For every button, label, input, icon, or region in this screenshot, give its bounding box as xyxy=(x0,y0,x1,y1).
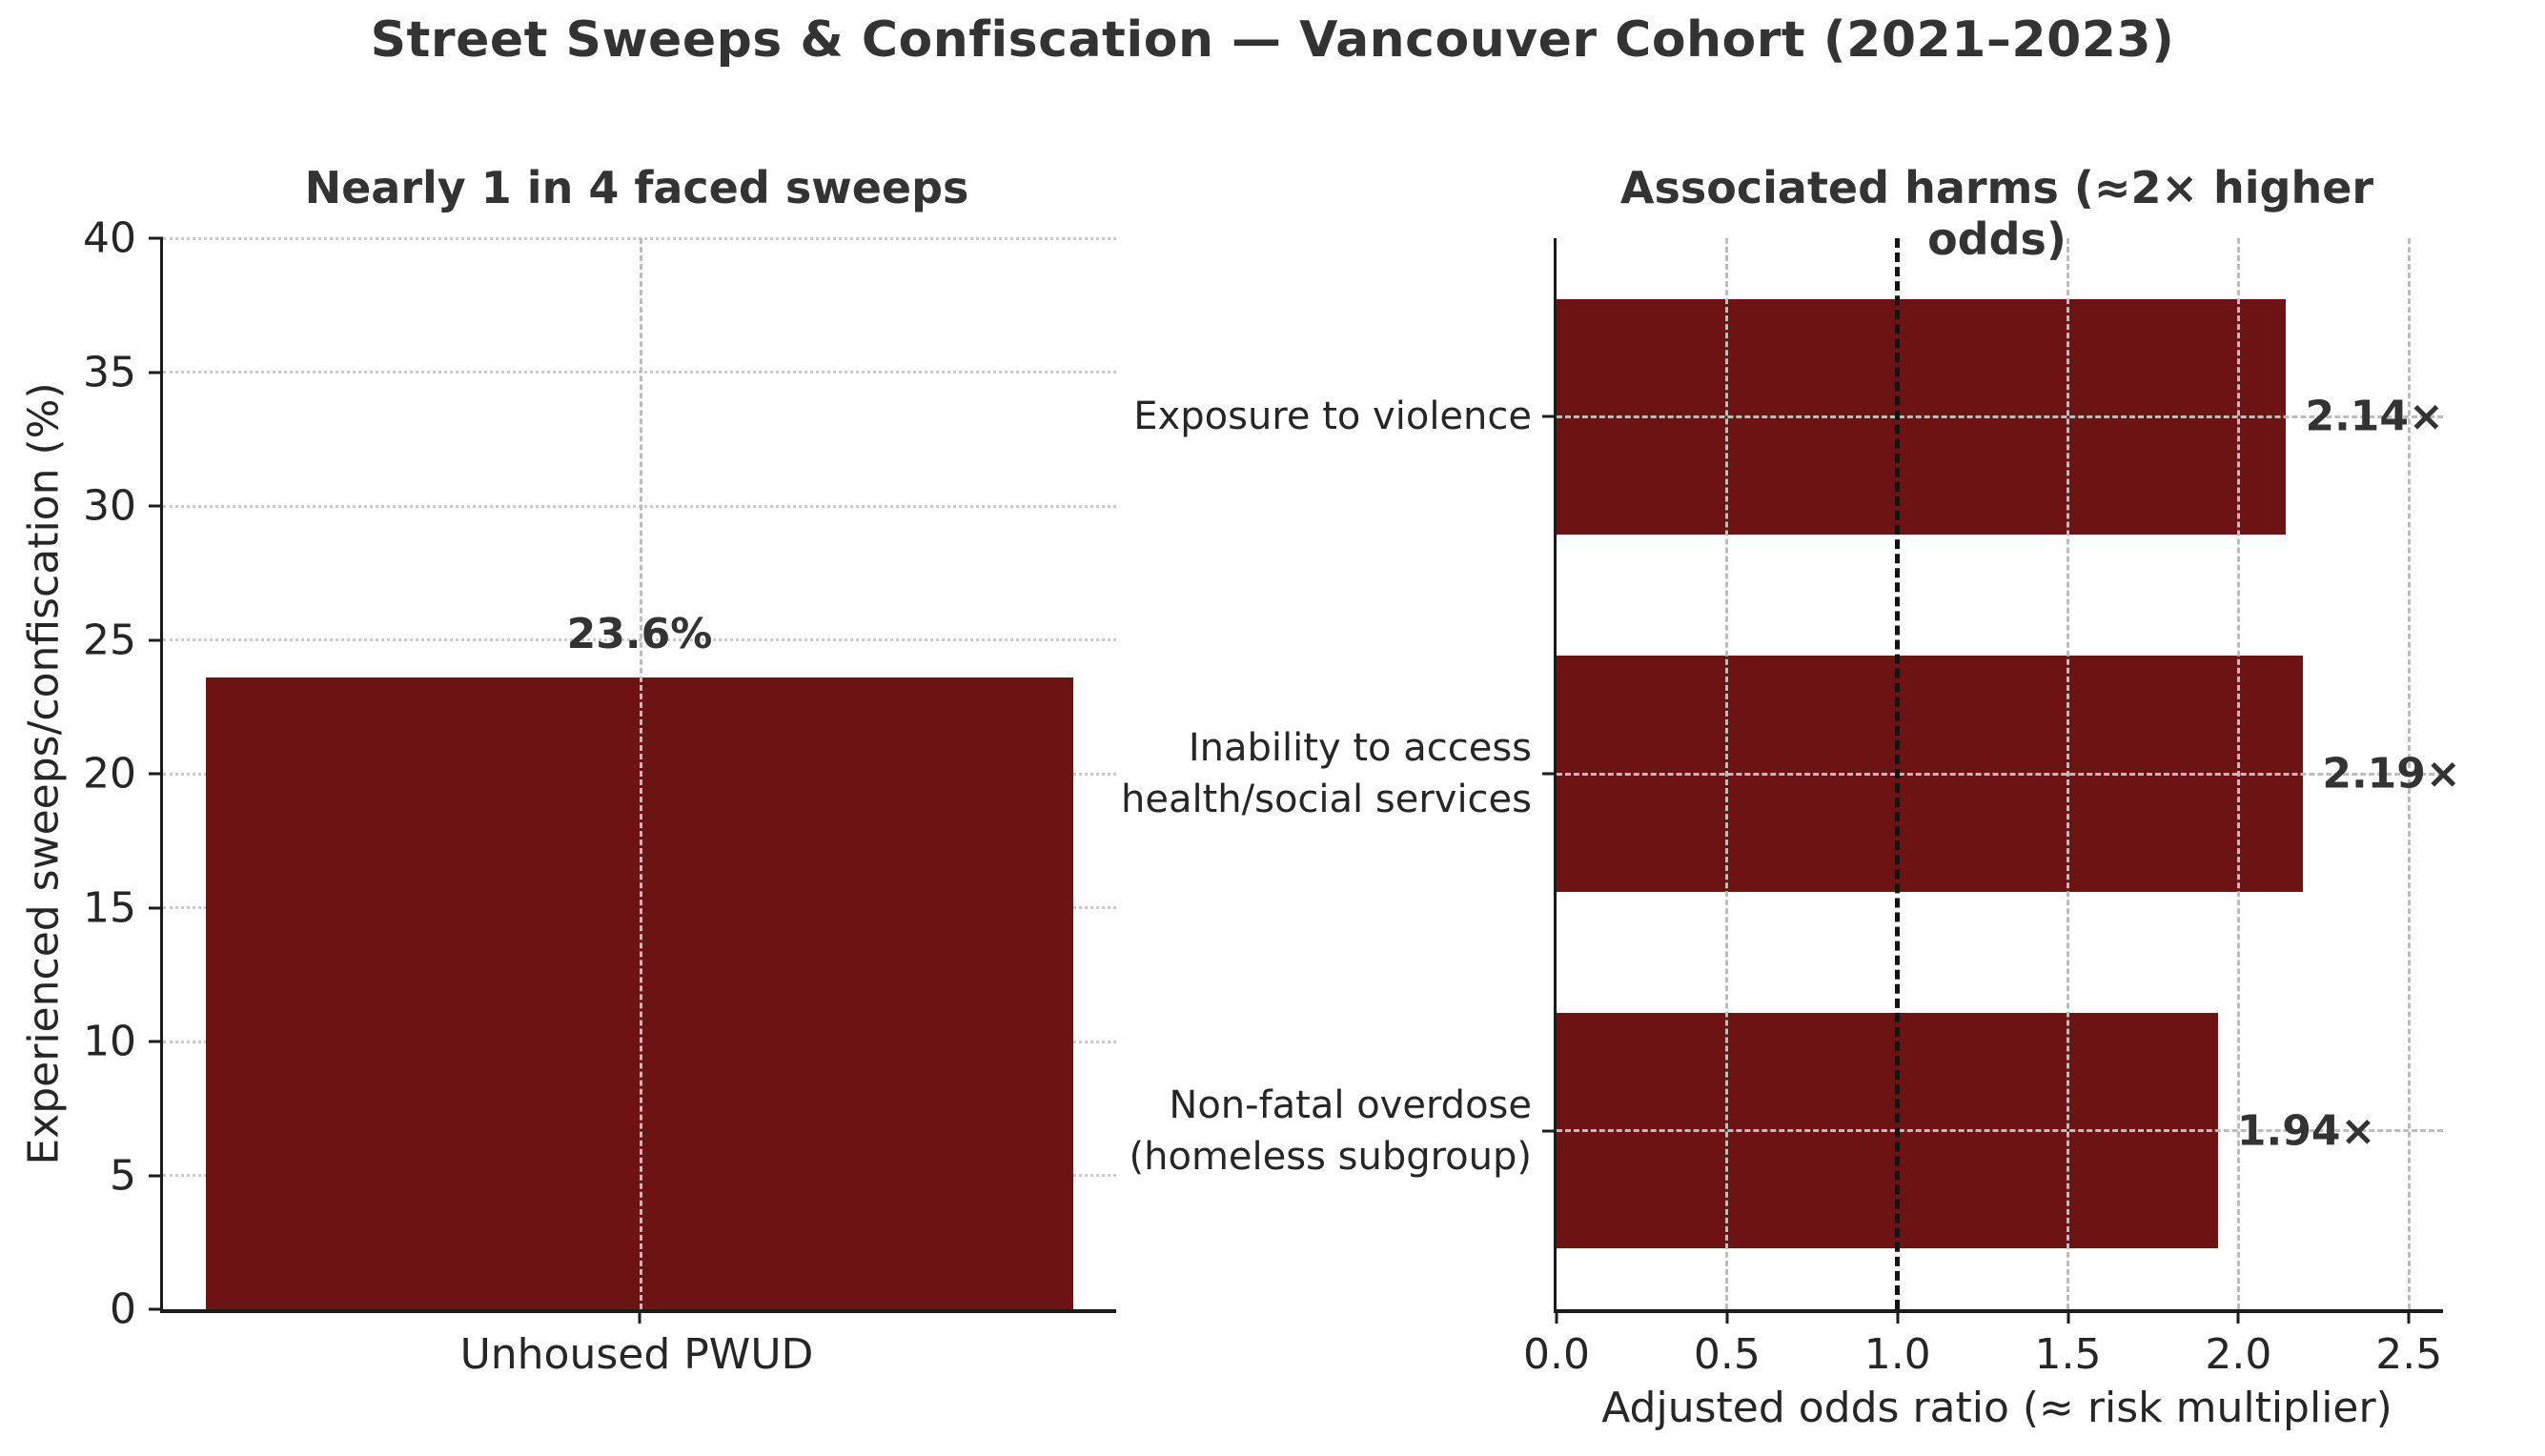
left-chart-title: Nearly 1 in 4 faced sweeps xyxy=(304,162,969,213)
right-category-label: Inability to access health/social service… xyxy=(1121,726,1532,821)
right-x-tick xyxy=(1896,1309,1900,1324)
left-y-tick-label: 25 xyxy=(83,616,136,664)
right-category-gridline xyxy=(1557,415,2443,418)
left-y-tick xyxy=(149,504,163,508)
right-y-tick xyxy=(1542,415,1557,418)
left-y-tick-label: 5 xyxy=(110,1151,136,1200)
left-y-tick xyxy=(149,906,163,909)
left-bar-value-label: 23.6% xyxy=(566,609,713,658)
left-y-axis-label: Experienced sweeps/confiscation (%) xyxy=(19,382,69,1165)
right-chart-title: Associated harms (≈2× higher odds) xyxy=(1619,162,2374,265)
right-y-tick xyxy=(1542,1129,1557,1133)
left-x-tick xyxy=(638,1309,641,1324)
right-category-label: Exposure to violence xyxy=(1133,394,1532,439)
right-x-tick-label: 1.0 xyxy=(1863,1330,1931,1379)
left-y-tick xyxy=(149,371,163,374)
left-y-tick xyxy=(149,1040,163,1043)
left-y-tick xyxy=(149,638,163,641)
right-bar-value-label: 2.19× xyxy=(2322,749,2461,799)
left-y-tick xyxy=(149,772,163,776)
figure-title: Street Sweeps & Confiscation — Vancouver… xyxy=(370,11,2175,69)
right-x-tick xyxy=(2236,1309,2240,1324)
right-y-tick xyxy=(1542,772,1557,776)
left-y-tick-label: 20 xyxy=(83,749,136,799)
right-x-tick-label: 2.5 xyxy=(2375,1330,2443,1379)
left-plot-area: 0 5 10 15 20 25 30 35 40 23.6% xyxy=(83,214,1116,1334)
right-x-tick-label: 1.5 xyxy=(2034,1330,2102,1379)
right-x-tick xyxy=(1725,1309,1729,1324)
right-x-tick-label: 2.0 xyxy=(2205,1330,2272,1379)
right-bar-value-label: 1.94× xyxy=(2236,1106,2376,1156)
right-category-gridline xyxy=(1557,772,2443,776)
left-x-tick-label: Unhoused PWUD xyxy=(459,1330,814,1379)
right-plot-area: 0.0 0.5 1.0 1.5 2.0 2.5 2.14× Exposure to viole… xyxy=(1121,238,2461,1379)
left-y-tick-label: 30 xyxy=(83,481,136,531)
left-category-gridline xyxy=(640,238,642,1309)
reference-line-odds-1 xyxy=(1895,238,1901,1309)
right-x-tick xyxy=(2407,1309,2411,1324)
right-x-tick-label: 0.5 xyxy=(1693,1330,1761,1379)
left-y-tick xyxy=(149,1307,163,1311)
right-category-gridline xyxy=(1557,1129,2443,1133)
left-y-tick-label: 10 xyxy=(83,1017,136,1066)
left-y-tick xyxy=(149,1174,163,1177)
right-category-label: Non-fatal overdose (homeless subgroup) xyxy=(1129,1082,1532,1179)
left-y-tick xyxy=(149,236,163,240)
right-bar-value-label: 2.14× xyxy=(2305,392,2444,441)
right-x-tick-label: 0.0 xyxy=(1523,1330,1590,1379)
right-x-axis-label: Adjusted odds ratio (≈ risk multiplier) xyxy=(1601,1384,2392,1432)
right-x-tick xyxy=(1555,1309,1558,1324)
left-y-tick-label: 0 xyxy=(110,1284,136,1334)
left-y-tick-label: 35 xyxy=(83,348,136,396)
right-x-tick xyxy=(2067,1309,2070,1324)
left-y-tick-label: 40 xyxy=(83,213,136,263)
left-y-tick-label: 15 xyxy=(83,883,136,932)
